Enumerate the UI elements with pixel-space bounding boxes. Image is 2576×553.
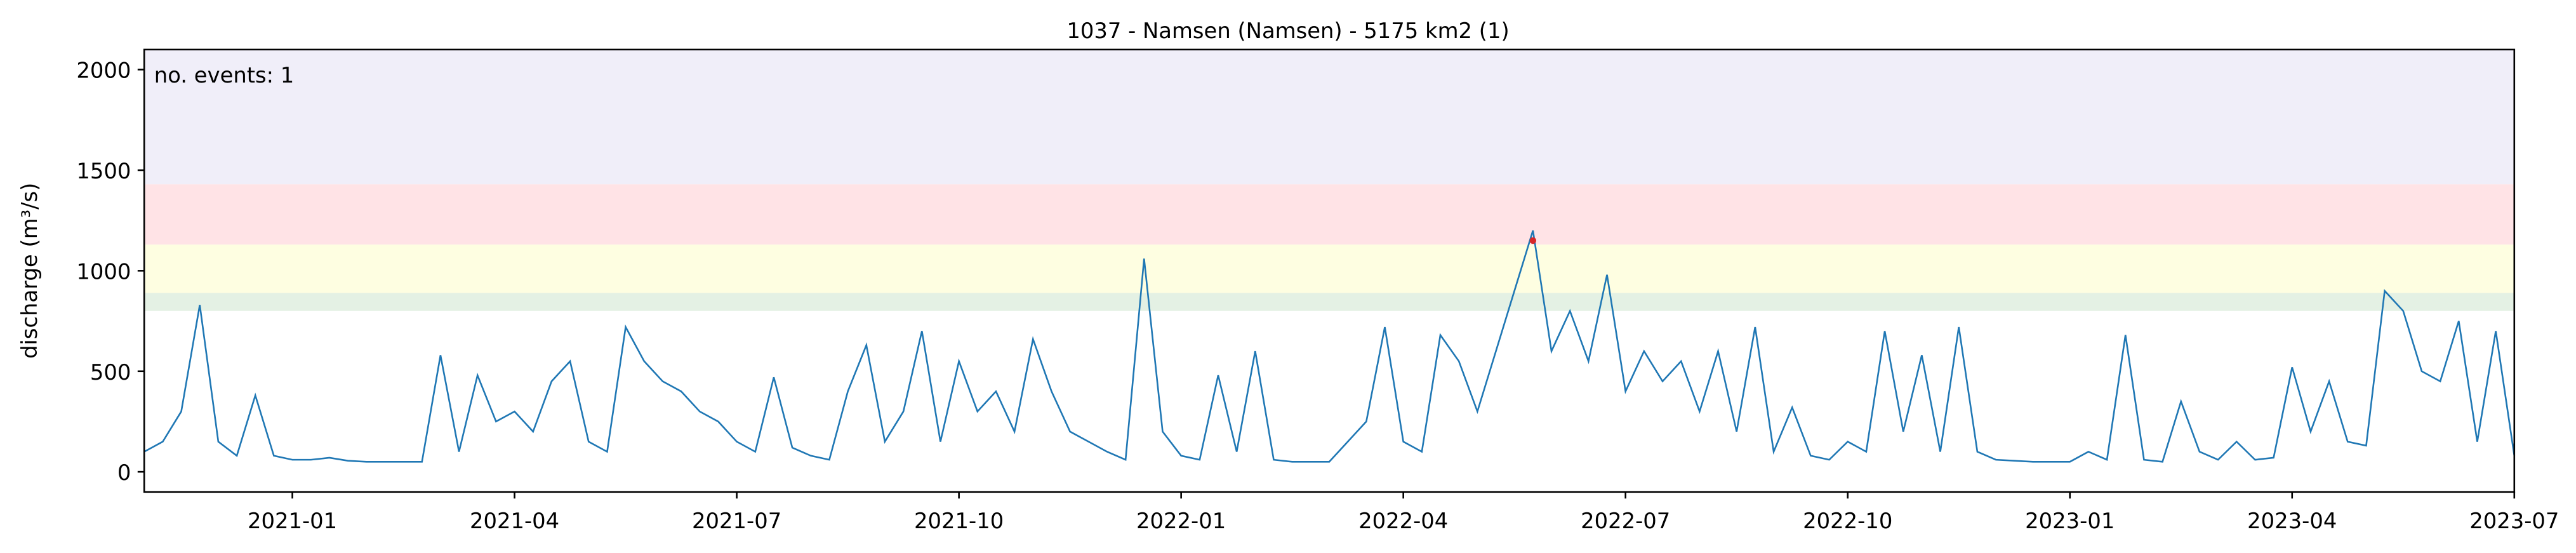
x-tick-label: 2023-04 <box>2247 509 2337 533</box>
event-marker <box>1529 237 1537 244</box>
threshold-band <box>144 184 2514 245</box>
y-tick-label: 1000 <box>76 259 131 284</box>
x-tick-label: 2021-04 <box>470 509 559 533</box>
x-tick-label: 2021-10 <box>914 509 1004 533</box>
x-tick-label: 2022-10 <box>1803 509 1892 533</box>
x-tick-label: 2022-01 <box>1136 509 1226 533</box>
x-tick-label: 2023-01 <box>2025 509 2115 533</box>
x-tick-label: 2022-07 <box>1581 509 1670 533</box>
x-tick-label: 2021-07 <box>692 509 781 533</box>
y-tick-label: 2000 <box>76 58 131 83</box>
x-tick-label: 2021-01 <box>248 509 337 533</box>
annotation: no. events: 1 <box>154 63 294 88</box>
discharge-line <box>143 230 2516 463</box>
x-tick-label: 2023-07 <box>2469 509 2559 533</box>
y-axis-label: discharge (m³/s) <box>17 183 42 359</box>
plot-frame <box>143 48 2516 493</box>
x-tick-label: 2022-04 <box>1358 509 1448 533</box>
y-tick-label: 500 <box>90 360 131 385</box>
chart-title: 1037 - Namsen (Namsen) - 5175 km2 (1) <box>1066 18 1509 43</box>
threshold-band <box>144 244 2514 293</box>
threshold-band <box>144 293 2514 311</box>
y-tick-label: 1500 <box>76 159 131 183</box>
y-tick-label: 0 <box>117 460 131 485</box>
threshold-band <box>144 50 2514 185</box>
